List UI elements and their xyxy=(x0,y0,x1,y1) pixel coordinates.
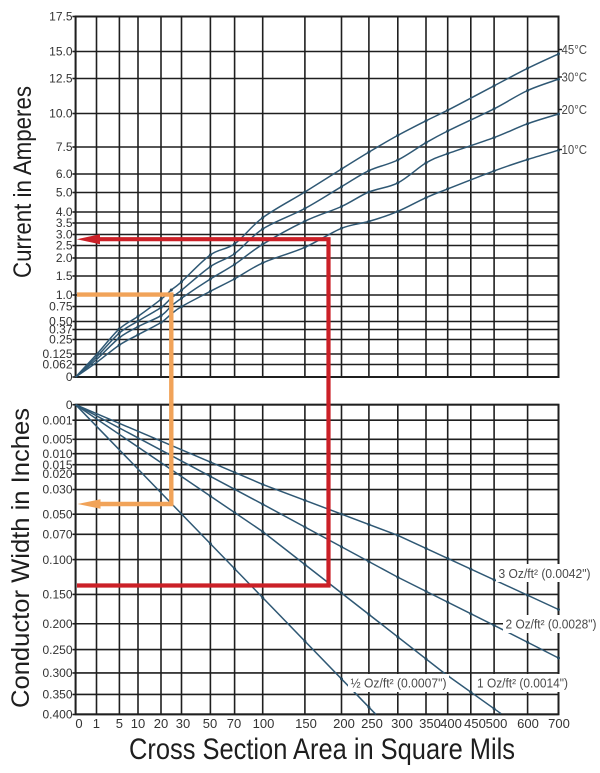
svg-text:2.0: 2.0 xyxy=(56,251,73,265)
svg-text:0.150: 0.150 xyxy=(42,588,72,602)
svg-text:0.005: 0.005 xyxy=(42,433,72,447)
svg-text:7.5: 7.5 xyxy=(56,140,73,154)
svg-text:0.350: 0.350 xyxy=(42,688,72,702)
svg-text:2.5: 2.5 xyxy=(56,239,73,253)
svg-text:50: 50 xyxy=(203,716,217,731)
svg-text:0.020: 0.020 xyxy=(42,467,72,481)
svg-text:3.5: 3.5 xyxy=(56,216,73,230)
svg-text:17.5: 17.5 xyxy=(49,10,73,24)
svg-text:0: 0 xyxy=(75,716,82,731)
svg-text:1 Oz/ft² (0.0014"): 1 Oz/ft² (0.0014") xyxy=(477,676,568,691)
svg-text:5.0: 5.0 xyxy=(56,186,73,200)
svg-text:300: 300 xyxy=(391,716,413,731)
svg-text:0.400: 0.400 xyxy=(42,708,72,722)
svg-text:0.50: 0.50 xyxy=(49,315,73,329)
svg-text:0.070: 0.070 xyxy=(42,527,72,541)
svg-text:4.0: 4.0 xyxy=(56,205,73,219)
svg-text:3.0: 3.0 xyxy=(56,228,73,242)
svg-text:400: 400 xyxy=(440,716,462,731)
svg-text:20: 20 xyxy=(154,716,168,731)
svg-text:45°C: 45°C xyxy=(562,42,588,57)
svg-text:150: 150 xyxy=(295,716,317,731)
svg-text:1: 1 xyxy=(93,716,100,731)
svg-text:10: 10 xyxy=(131,716,145,731)
svg-text:0.015: 0.015 xyxy=(42,458,72,472)
svg-text:450: 450 xyxy=(464,716,486,731)
svg-text:100: 100 xyxy=(253,716,275,731)
svg-text:0.75: 0.75 xyxy=(49,300,73,314)
svg-text:0.100: 0.100 xyxy=(42,553,72,567)
svg-text:0.001: 0.001 xyxy=(42,413,72,427)
svg-text:Cross Section Area in Square M: Cross Section Area in Square Mils xyxy=(129,733,515,766)
svg-text:0.37: 0.37 xyxy=(49,323,73,337)
svg-text:0: 0 xyxy=(66,370,73,384)
svg-text:30°C: 30°C xyxy=(562,70,588,85)
svg-text:250: 250 xyxy=(361,716,383,731)
svg-text:700: 700 xyxy=(548,716,570,731)
svg-text:10°C: 10°C xyxy=(562,142,588,157)
svg-text:5: 5 xyxy=(116,716,123,731)
svg-text:1.0: 1.0 xyxy=(56,288,73,302)
svg-text:0.200: 0.200 xyxy=(42,617,72,631)
svg-text:12.5: 12.5 xyxy=(49,72,73,86)
svg-text:0.25: 0.25 xyxy=(49,333,73,347)
svg-text:6.0: 6.0 xyxy=(56,167,73,181)
svg-text:350: 350 xyxy=(419,716,441,731)
svg-text:0.300: 0.300 xyxy=(42,666,72,680)
svg-text:0.125: 0.125 xyxy=(42,347,72,361)
svg-text:0.010: 0.010 xyxy=(42,447,72,461)
svg-text:0.030: 0.030 xyxy=(42,483,72,497)
svg-text:10.0: 10.0 xyxy=(49,107,73,121)
svg-text:0.062: 0.062 xyxy=(42,358,72,372)
svg-text:Conductor Width in Inches: Conductor Width in Inches xyxy=(7,408,35,708)
svg-text:30: 30 xyxy=(176,716,190,731)
svg-text:600: 600 xyxy=(517,716,539,731)
svg-text:Current in Amperes: Current in Amperes xyxy=(9,86,37,278)
svg-text:15.0: 15.0 xyxy=(49,45,73,59)
svg-text:0.250: 0.250 xyxy=(42,643,72,657)
svg-text:70: 70 xyxy=(227,716,241,731)
svg-text:500: 500 xyxy=(486,716,508,731)
svg-text:½ Oz/ft² (0.0007"): ½ Oz/ft² (0.0007") xyxy=(351,676,447,691)
svg-text:200: 200 xyxy=(333,716,355,731)
svg-text:20°C: 20°C xyxy=(562,102,588,117)
svg-text:1.5: 1.5 xyxy=(56,269,73,283)
svg-text:2 Oz/ft² (0.0028"): 2 Oz/ft² (0.0028") xyxy=(506,617,597,632)
svg-text:0.050: 0.050 xyxy=(42,507,72,521)
svg-text:0: 0 xyxy=(66,398,73,412)
svg-text:3 Oz/ft² (0.0042"): 3 Oz/ft² (0.0042") xyxy=(499,566,591,581)
